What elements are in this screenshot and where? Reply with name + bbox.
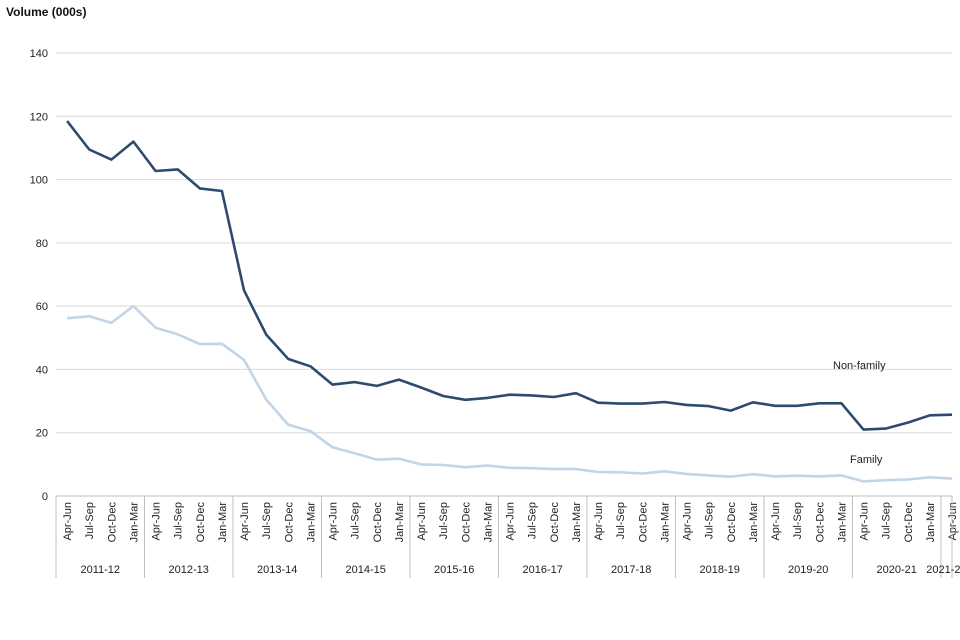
x-tick-label: Oct-Dec <box>460 502 472 543</box>
y-tick-label: 100 <box>30 175 48 187</box>
x-tick-label: Apr-Jun <box>859 502 871 541</box>
x-tick-label: Oct-Dec <box>549 502 561 543</box>
x-group-label: 2016-17 <box>523 564 563 576</box>
series-line <box>66 120 953 431</box>
x-tick-label: Jul-Sep <box>527 502 539 539</box>
gridlines <box>56 52 952 434</box>
x-tick-label: Jul-Sep <box>615 502 627 539</box>
x-tick-label: Apr-Jun <box>505 502 517 541</box>
x-group-label: 2017-18 <box>611 564 651 576</box>
x-tick-label: Jan-Mar <box>748 502 760 543</box>
x-tick-label: Jul-Sep <box>438 502 450 539</box>
y-axis-title: Volume (000s) <box>6 5 86 19</box>
y-tick-label: 20 <box>36 428 48 440</box>
y-tick-label: 0 <box>42 491 48 503</box>
x-tick-label: Jan-Mar <box>217 502 229 543</box>
x-tick-label: Jan-Mar <box>836 502 848 543</box>
y-tick-label: 120 <box>30 111 48 123</box>
x-tick-label: Apr-Jun <box>947 502 959 541</box>
x-tick-label: Oct-Dec <box>372 502 384 543</box>
x-group-label: 2021-22 <box>926 564 960 576</box>
x-tick-label: Oct-Dec <box>814 502 826 543</box>
x-tick-label: Apr-Jun <box>239 502 251 541</box>
x-tick-label: Jan-Mar <box>482 502 494 543</box>
x-tick-label: Jul-Sep <box>84 502 96 539</box>
x-tick-label: Oct-Dec <box>106 502 118 543</box>
x-tick-label: Apr-Jun <box>770 502 782 541</box>
y-tick-label: 40 <box>36 364 48 376</box>
x-tick-label: Jan-Mar <box>305 502 317 543</box>
x-tick-label: Oct-Dec <box>726 502 738 543</box>
x-tick-label: Jan-Mar <box>128 502 140 543</box>
series-labels: Non-family Family <box>833 360 886 466</box>
x-group-label: 2013-14 <box>257 564 297 576</box>
x-tick-label: Jul-Sep <box>792 502 804 539</box>
x-tick-label: Apr-Jun <box>151 502 163 541</box>
y-tick-label: 140 <box>30 48 48 60</box>
x-tick-label: Jul-Sep <box>173 502 185 539</box>
x-tick-label: Jan-Mar <box>659 502 671 543</box>
y-tick-label: 60 <box>36 301 48 313</box>
series-lines <box>66 120 953 483</box>
x-group-label: 2018-19 <box>700 564 740 576</box>
x-tick-label: Oct-Dec <box>283 502 295 543</box>
x-tick-label: Apr-Jun <box>682 502 694 541</box>
x-group-label: 2014-15 <box>346 564 386 576</box>
x-tick-label: Jan-Mar <box>925 502 937 543</box>
x-tick-label: Jul-Sep <box>261 502 273 539</box>
x-tick-label: Oct-Dec <box>195 502 207 543</box>
series-line <box>66 304 953 483</box>
x-tick-label: Jan-Mar <box>394 502 406 543</box>
x-group-label: 2011-12 <box>80 564 120 576</box>
x-tick-label: Jul-Sep <box>704 502 716 539</box>
x-tick-label: Jul-Sep <box>350 502 362 539</box>
x-tick-label: Apr-Jun <box>593 502 605 541</box>
x-tick-label: Apr-Jun <box>416 502 428 541</box>
series-label: Non-family <box>833 360 886 372</box>
x-tick-label: Oct-Dec <box>903 502 915 543</box>
x-group-label: 2019-20 <box>788 564 828 576</box>
y-tick-labels: 0 20 40 60 80 100 120 140 <box>30 48 48 503</box>
x-tick-label: Apr-Jun <box>62 502 74 541</box>
x-tick-label: Jul-Sep <box>881 502 893 539</box>
x-axis: Apr-Jun Jul-Sep Oct-Dec Jan-Mar Apr-Jun Jul-S… <box>55 495 960 578</box>
x-group-label: 2020-21 <box>877 564 917 576</box>
x-group-label: 2015-16 <box>434 564 474 576</box>
x-tick-label: Oct-Dec <box>637 502 649 543</box>
x-tick-label: Apr-Jun <box>328 502 340 541</box>
x-tick-label: Jan-Mar <box>571 502 583 543</box>
x-group-label: 2012-13 <box>169 564 209 576</box>
y-tick-label: 80 <box>36 238 48 250</box>
series-label: Family <box>850 454 883 466</box>
